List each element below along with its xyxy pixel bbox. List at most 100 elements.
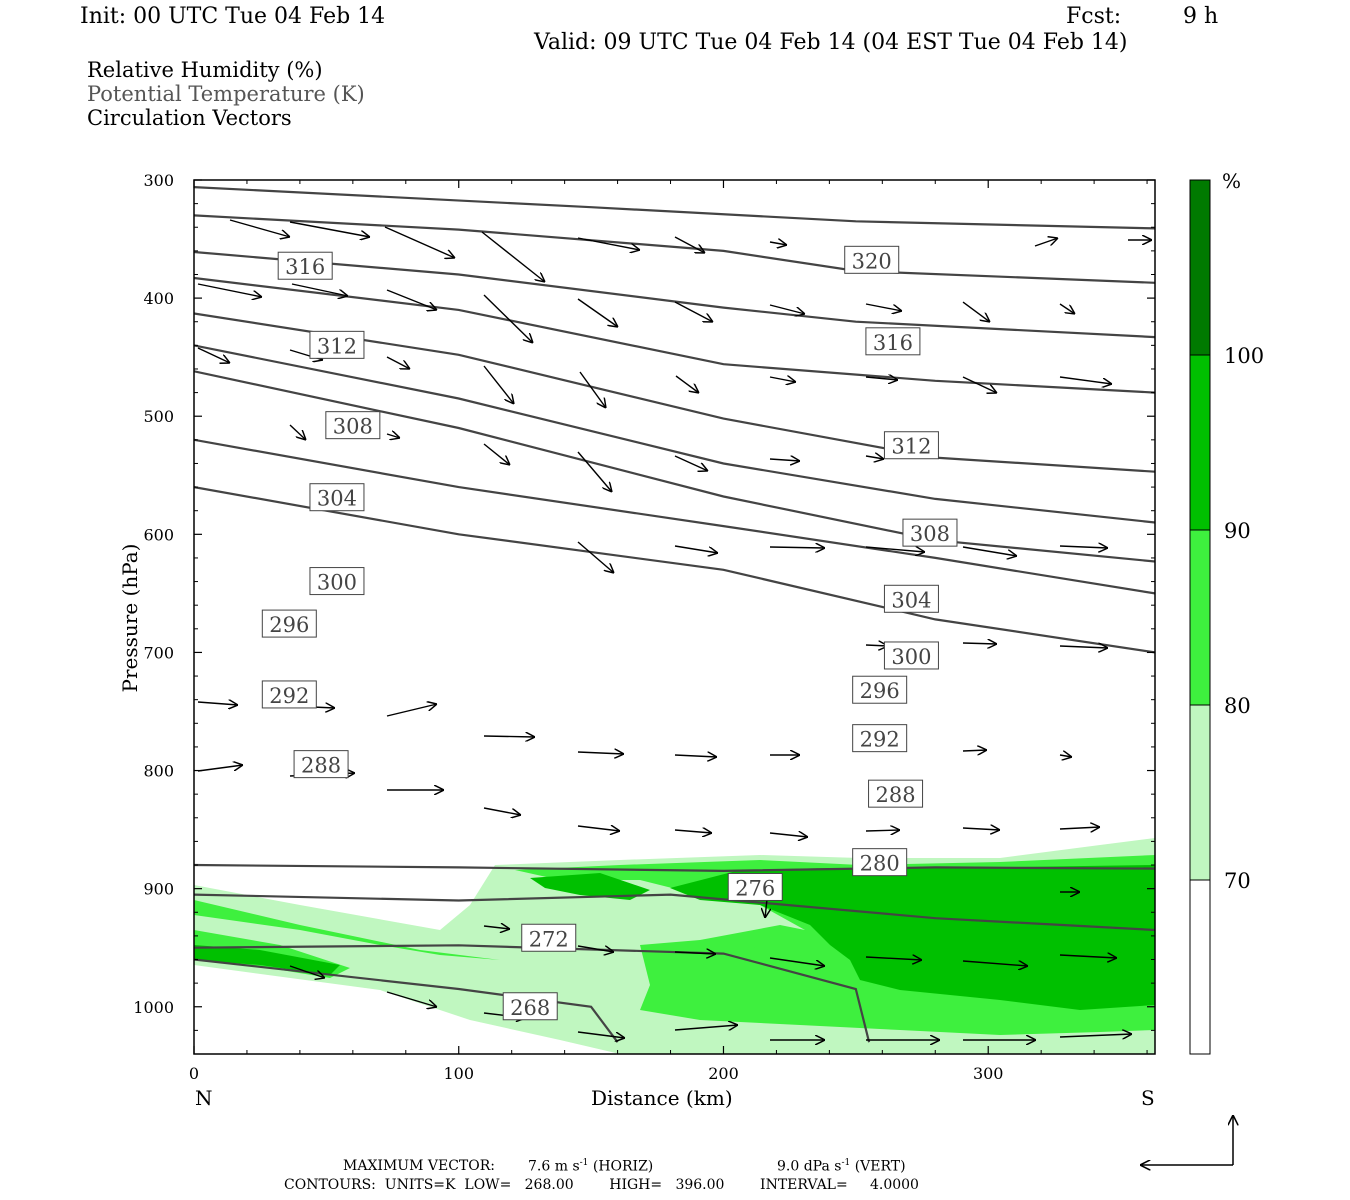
contour-label-288: 288 bbox=[876, 783, 916, 807]
x-tick-label: 100 bbox=[443, 1064, 474, 1083]
circulation-vector bbox=[386, 434, 400, 438]
horiz-value: 7.6 m s bbox=[528, 1158, 580, 1175]
circulation-vector bbox=[769, 304, 805, 314]
circulation-vector bbox=[386, 289, 437, 310]
contour-label-box bbox=[852, 675, 908, 704]
y-tick-label: 700 bbox=[143, 643, 174, 662]
field-vectors: Circulation Vectors bbox=[87, 106, 292, 130]
contour-label-292: 292 bbox=[269, 684, 309, 708]
circulation-vector bbox=[865, 456, 884, 459]
max-vector-vert: 9.0 dPa s-1 (VERT) bbox=[777, 1158, 906, 1175]
circulation-vector bbox=[289, 221, 370, 237]
y-tick-label: 400 bbox=[143, 289, 174, 308]
colorbar-segment-2 bbox=[1189, 529, 1211, 706]
y-tick-label: 300 bbox=[143, 171, 174, 190]
y-axis-title: Pressure (hPa) bbox=[118, 543, 142, 693]
circulation-vector bbox=[962, 376, 997, 393]
contour-label-box bbox=[883, 641, 939, 670]
circulation-vector bbox=[674, 236, 705, 253]
contour-label-box bbox=[502, 992, 558, 1021]
circulation-vector bbox=[483, 736, 535, 737]
y-tick-label: 1000 bbox=[133, 998, 174, 1017]
field-rh: Relative Humidity (%) bbox=[87, 58, 323, 82]
contour-label-box bbox=[261, 680, 317, 709]
theta-contour-316 bbox=[194, 214, 1155, 284]
circulation-vector bbox=[577, 298, 618, 327]
contour-label-304: 304 bbox=[317, 487, 357, 511]
contour-label-300: 300 bbox=[891, 645, 931, 669]
circulation-vector bbox=[1034, 238, 1058, 247]
contour-labels: 320 316 316 312 312 308 308 304 304 300 300 296 296 2… bbox=[261, 245, 958, 1021]
circulation-vector bbox=[289, 424, 306, 440]
contour-label-316: 316 bbox=[285, 255, 325, 279]
circulation-vector bbox=[674, 1025, 738, 1031]
contour-label-box bbox=[325, 411, 381, 440]
max-vector-horiz: 7.6 m s-1 (HORIZ) bbox=[528, 1158, 653, 1175]
contour-label-box bbox=[309, 567, 365, 596]
y-tick-label: 500 bbox=[143, 407, 174, 426]
circulation-vector bbox=[1059, 755, 1072, 757]
plot-frame bbox=[193, 179, 1156, 1055]
colorbar: 70 80 90 100% bbox=[1189, 169, 1264, 1055]
contour-label-316: 316 bbox=[873, 331, 913, 355]
contour-label-box bbox=[261, 609, 317, 638]
theta-contours bbox=[194, 186, 1155, 1043]
y-tick-label: 800 bbox=[143, 762, 174, 781]
circulation-vector bbox=[483, 365, 514, 404]
circulation-vector bbox=[674, 952, 716, 954]
theta-contour-292 bbox=[194, 438, 1155, 595]
circulation-vector bbox=[577, 826, 620, 831]
contour-label-312: 312 bbox=[317, 334, 357, 358]
circulation-vector bbox=[386, 991, 437, 1007]
colorbar-label-70: 70 bbox=[1224, 869, 1251, 893]
contour-label-box bbox=[521, 923, 577, 952]
circulation-vector bbox=[769, 547, 825, 548]
circulation-vector bbox=[962, 960, 1028, 966]
theta-contour-308 bbox=[194, 276, 1155, 394]
contour-label-box bbox=[844, 245, 900, 274]
contour-label-296: 296 bbox=[269, 613, 309, 637]
circulation-vector bbox=[674, 755, 717, 757]
rh-90-100-region-b bbox=[670, 865, 1155, 1010]
circulation-vector bbox=[386, 704, 437, 717]
colorbar-label-90: 90 bbox=[1224, 519, 1251, 543]
contour-label-box bbox=[902, 518, 958, 547]
circulation-vector bbox=[483, 807, 521, 815]
circulation-vector bbox=[483, 926, 510, 929]
circulation-vector bbox=[229, 219, 290, 237]
field-theta: Potential Temperature (K) bbox=[87, 82, 365, 106]
contour-label-box bbox=[727, 872, 783, 901]
x-axis-title: Distance (km) bbox=[591, 1086, 733, 1110]
contour-label-272: 272 bbox=[529, 927, 569, 951]
contour-label-box bbox=[883, 584, 939, 613]
horiz-tag: (HORIZ) bbox=[592, 1158, 654, 1175]
x-tick-label: 0 bbox=[189, 1064, 199, 1083]
circulation-vector bbox=[197, 283, 262, 297]
circulation-vector bbox=[675, 375, 699, 393]
circulation-vector bbox=[674, 455, 708, 471]
y-axis: 300 400 500 600 700 800 900 1000 bbox=[133, 171, 1155, 1055]
circulation-vectors bbox=[197, 219, 1152, 1040]
colorbar-segment-4 bbox=[1189, 179, 1211, 356]
colorbar-segment-1 bbox=[1189, 704, 1211, 881]
circulation-vector bbox=[769, 242, 787, 245]
contour-label-box bbox=[293, 750, 349, 779]
x-tick-label: 300 bbox=[973, 1064, 1004, 1083]
theta-contour-300 bbox=[194, 344, 1155, 524]
circulation-vector bbox=[962, 828, 1000, 830]
rh-80-90-region-d bbox=[650, 945, 820, 1005]
contour-label-box bbox=[865, 327, 921, 356]
circulation-vector bbox=[577, 541, 614, 573]
circulation-vector bbox=[674, 545, 718, 553]
forecast-hour: 9 h bbox=[1183, 4, 1219, 29]
theta-contour-296 bbox=[194, 370, 1155, 563]
circulation-vector bbox=[197, 702, 238, 705]
circulation-vector bbox=[289, 965, 325, 978]
theta-contour-288 bbox=[194, 486, 1155, 654]
contour-label-box bbox=[883, 431, 939, 460]
circulation-vector bbox=[865, 377, 898, 380]
contour-label-268: 268 bbox=[510, 996, 550, 1020]
x-axis: 0 100 200 300 bbox=[189, 180, 1148, 1083]
theta-contour-312 bbox=[194, 250, 1155, 339]
contour-label-280: 280 bbox=[860, 852, 900, 876]
